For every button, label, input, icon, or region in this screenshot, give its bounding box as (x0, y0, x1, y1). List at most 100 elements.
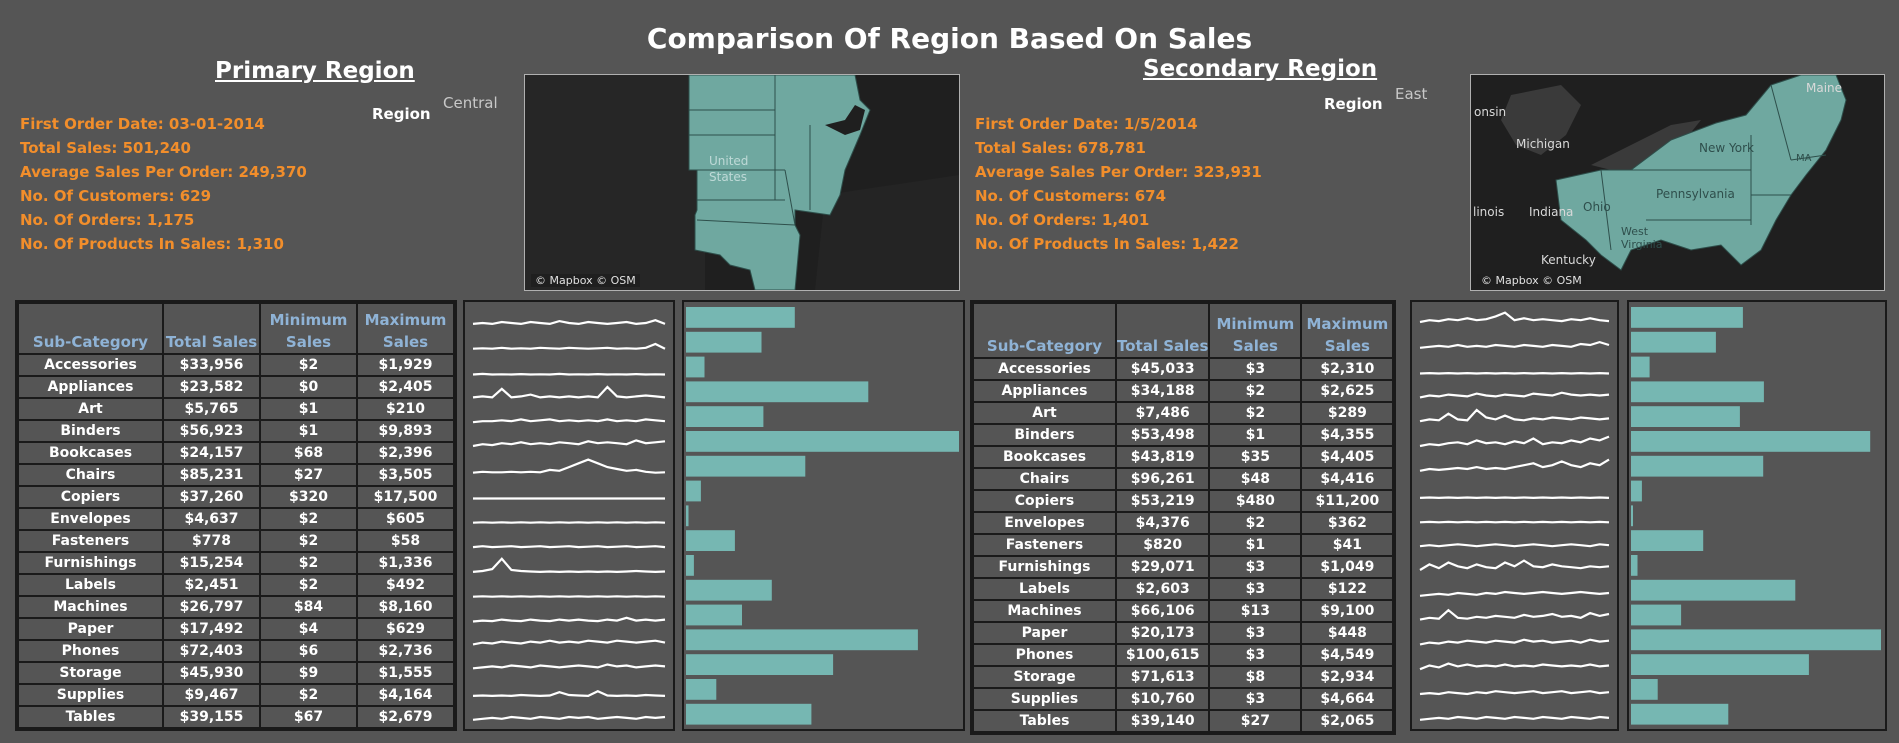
sparkline-labels[interactable] (1419, 559, 1610, 571)
cell-minimum-sales: $2 (1208, 511, 1303, 535)
sparkline-phones[interactable] (472, 639, 666, 646)
sparkline-paper[interactable] (1419, 608, 1610, 621)
bar-appliances[interactable] (686, 331, 762, 353)
cell-maximum-sales: $8,160 (356, 595, 455, 619)
primary-region-map[interactable]: United States © Mapbox © OSM (524, 74, 960, 291)
bar-chairs[interactable] (1631, 431, 1871, 452)
bar-supplies[interactable] (1631, 679, 1658, 700)
bar-accessories[interactable] (1631, 307, 1743, 328)
sparkline-bookcases[interactable] (472, 418, 666, 424)
sparkline-phones[interactable] (1419, 638, 1610, 646)
bar-labels[interactable] (686, 555, 694, 576)
sparkline-accessories[interactable] (1419, 311, 1610, 324)
secondary-map-svg (1471, 75, 1884, 290)
cell-maximum-sales: $4,164 (356, 683, 455, 707)
cell-sub-category: Tables (972, 709, 1117, 733)
bar-storage[interactable] (686, 654, 834, 675)
sparkline-storage[interactable] (1419, 662, 1610, 671)
sparkline-storage[interactable] (472, 663, 666, 670)
sparkline-furnishings[interactable] (1419, 543, 1610, 548)
secondary-region-value[interactable]: East (1395, 85, 1428, 103)
lake-michigan (825, 105, 865, 135)
sparkline-binders[interactable] (1419, 391, 1610, 399)
bar-labels[interactable] (1631, 555, 1638, 576)
map-label-wisconsin: onsin (1474, 105, 1507, 119)
secondary-region-map[interactable]: Maine onsin Michigan New York MA Pennsyl… (1470, 74, 1885, 291)
sparkline-supplies[interactable] (1419, 690, 1610, 696)
cell-maximum-sales: $41 (1300, 533, 1395, 557)
table-row: Tables $39,140 $27 $2,065 (972, 709, 1395, 733)
sparkline-machines[interactable] (1419, 590, 1610, 597)
sparkline-chairs[interactable] (472, 439, 666, 448)
bar-accessories[interactable] (686, 307, 795, 328)
bar-appliances[interactable] (1631, 331, 1716, 353)
sparkline-supplies[interactable] (472, 689, 666, 698)
east-state-borders (1600, 84, 1827, 251)
bar-machines[interactable] (686, 579, 772, 601)
table-row: Paper $17,492 $4 $629 (17, 617, 455, 641)
secondary-sparklines (1419, 311, 1610, 721)
cell-minimum-sales: $1 (259, 419, 358, 443)
bar-binders[interactable] (1631, 381, 1764, 403)
bar-tables[interactable] (1631, 703, 1729, 725)
bar-chairs[interactable] (686, 431, 959, 452)
cell-minimum-sales: $1 (1208, 533, 1303, 557)
bar-paper[interactable] (1631, 604, 1682, 626)
cell-total-sales: $43,819 (1114, 445, 1211, 469)
primary-region-value[interactable]: Central (443, 94, 498, 112)
cell-minimum-sales: $0 (259, 375, 358, 399)
sparkline-copiers[interactable] (1419, 458, 1610, 472)
bar-copiers[interactable] (686, 455, 806, 477)
sparkline-bookcases[interactable] (1419, 408, 1610, 423)
sparkline-appliances[interactable] (1419, 340, 1610, 349)
sparkline-chairs[interactable] (1419, 435, 1610, 448)
bar-paper[interactable] (686, 604, 742, 626)
cell-total-sales: $100,615 (1114, 643, 1211, 667)
sparkline-furnishings[interactable] (472, 545, 666, 549)
bar-furnishings[interactable] (686, 530, 735, 551)
bar-bookcases[interactable] (1631, 406, 1740, 427)
cell-maximum-sales: $629 (356, 617, 455, 641)
sparkline-tables[interactable] (472, 715, 666, 721)
bar-storage[interactable] (1631, 654, 1809, 675)
sparkline-art[interactable] (472, 372, 666, 376)
bar-phones[interactable] (1631, 629, 1881, 651)
secondary-region-legend-label: Region (1324, 95, 1383, 113)
bar-furnishings[interactable] (1631, 530, 1704, 551)
sparkline-copiers[interactable] (472, 458, 666, 474)
secondary-sales-table: Sub-Category Total Sales Minimum Sales M… (972, 302, 1395, 733)
bar-supplies[interactable] (686, 679, 717, 700)
bar-tables[interactable] (686, 703, 812, 725)
sparkline-accessories[interactable] (472, 319, 666, 326)
cell-sub-category: Furnishings (972, 555, 1117, 579)
sparkline-paper[interactable] (472, 616, 666, 623)
cell-minimum-sales: $2 (259, 507, 358, 531)
cell-sub-category: Chairs (17, 463, 164, 487)
bar-envelopes[interactable] (686, 480, 701, 502)
secondary-sales-table-box: Sub-Category Total Sales Minimum Sales M… (970, 300, 1397, 735)
cell-total-sales: $53,219 (1114, 489, 1211, 513)
cell-sub-category: Paper (17, 617, 164, 641)
cell-sub-category: Bookcases (972, 445, 1117, 469)
cell-minimum-sales: $2 (259, 573, 358, 597)
bar-art[interactable] (686, 356, 705, 378)
bar-machines[interactable] (1631, 579, 1796, 601)
bar-bookcases[interactable] (686, 406, 764, 427)
bar-copiers[interactable] (1631, 455, 1764, 477)
secondary-table-body: Accessories $45,033 $3 $2,310 Appliances $34,… (972, 357, 1395, 733)
sparkline-binders[interactable] (472, 385, 666, 399)
bar-art[interactable] (1631, 356, 1650, 378)
bar-envelopes[interactable] (1631, 480, 1642, 502)
cell-sub-category: Art (17, 397, 164, 421)
cell-total-sales: $85,231 (162, 463, 261, 487)
bar-binders[interactable] (686, 381, 869, 403)
primary-map-attribution: © Mapbox © OSM (531, 274, 640, 287)
bar-fasteners[interactable] (686, 505, 689, 527)
sparkline-labels[interactable] (472, 557, 666, 574)
cell-total-sales: $10,760 (1114, 687, 1211, 711)
bar-phones[interactable] (686, 629, 918, 651)
bar-fasteners[interactable] (1631, 505, 1633, 527)
sparkline-appliances[interactable] (472, 342, 666, 350)
sparkline-tables[interactable] (1419, 715, 1610, 721)
primary-region-legend-label: Region (372, 105, 431, 123)
